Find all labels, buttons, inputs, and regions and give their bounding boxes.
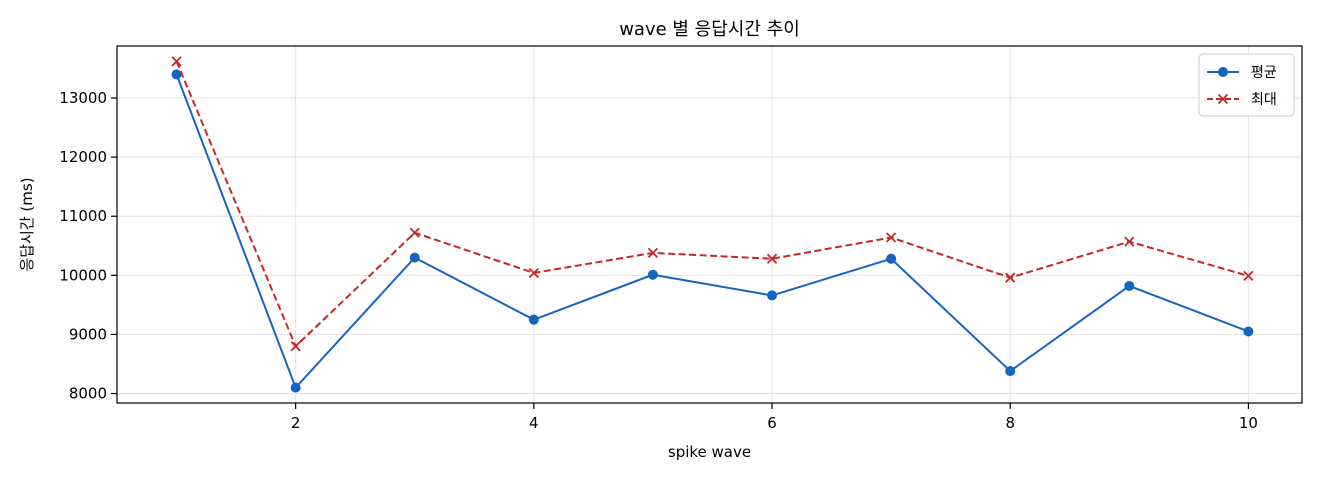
y-axis: 8000 9000 10000 11000 12000 13000 (59, 89, 117, 403)
data-point (1005, 366, 1016, 377)
legend-item: 평균 (1207, 65, 1277, 81)
x-tick-label: 10 (1239, 414, 1258, 432)
data-point (290, 341, 301, 352)
series-layer (171, 56, 1254, 393)
legend-item: 최대 (1207, 92, 1277, 108)
data-point (528, 267, 539, 279)
data-point (647, 269, 658, 280)
data-point (290, 382, 301, 393)
data-point (767, 290, 778, 301)
series-line (175, 74, 1249, 389)
y-tick-label: 12000 (59, 148, 107, 166)
data-point (886, 253, 897, 264)
x-tick-label: 4 (529, 414, 539, 432)
series-1 (171, 69, 1254, 393)
data-point (528, 314, 539, 325)
data-point (885, 232, 897, 243)
y-tick-label: 9000 (69, 325, 107, 343)
y-tick-label: 11000 (59, 207, 107, 225)
y-axis-title: 응답시간 (ms) (18, 177, 36, 271)
y-tick-label: 10000 (59, 266, 107, 284)
x-axis: 2 4 6 8 10 (291, 403, 1258, 432)
x-tick-label: 8 (1005, 414, 1015, 432)
plot-frame (116, 45, 1303, 404)
chart-title: wave 별 응답시간 추이 (619, 19, 800, 40)
data-point (409, 252, 420, 263)
x-tick-label: 6 (767, 414, 777, 432)
legend-label: 최대 (1251, 92, 1277, 108)
legend-label: 평균 (1251, 65, 1277, 81)
x-axis-title: spike wave (668, 443, 751, 461)
data-point (1124, 280, 1135, 291)
y-tick-label: 8000 (69, 385, 107, 403)
data-point (171, 69, 182, 80)
series-line (175, 60, 1249, 348)
data-point (766, 253, 778, 264)
legend-marker (1218, 67, 1228, 77)
data-point (171, 56, 182, 67)
legend-box (1198, 53, 1295, 117)
x-tick-label: 2 (291, 414, 301, 432)
legend-marker (1217, 93, 1229, 105)
y-tick-label: 13000 (59, 89, 107, 107)
series-2 (171, 56, 1254, 352)
data-point (409, 227, 420, 238)
data-point (1243, 270, 1254, 282)
data-point (1243, 326, 1254, 337)
data-point (1124, 236, 1135, 247)
data-point (647, 247, 659, 259)
grid (117, 46, 1302, 403)
data-point (1005, 272, 1016, 283)
